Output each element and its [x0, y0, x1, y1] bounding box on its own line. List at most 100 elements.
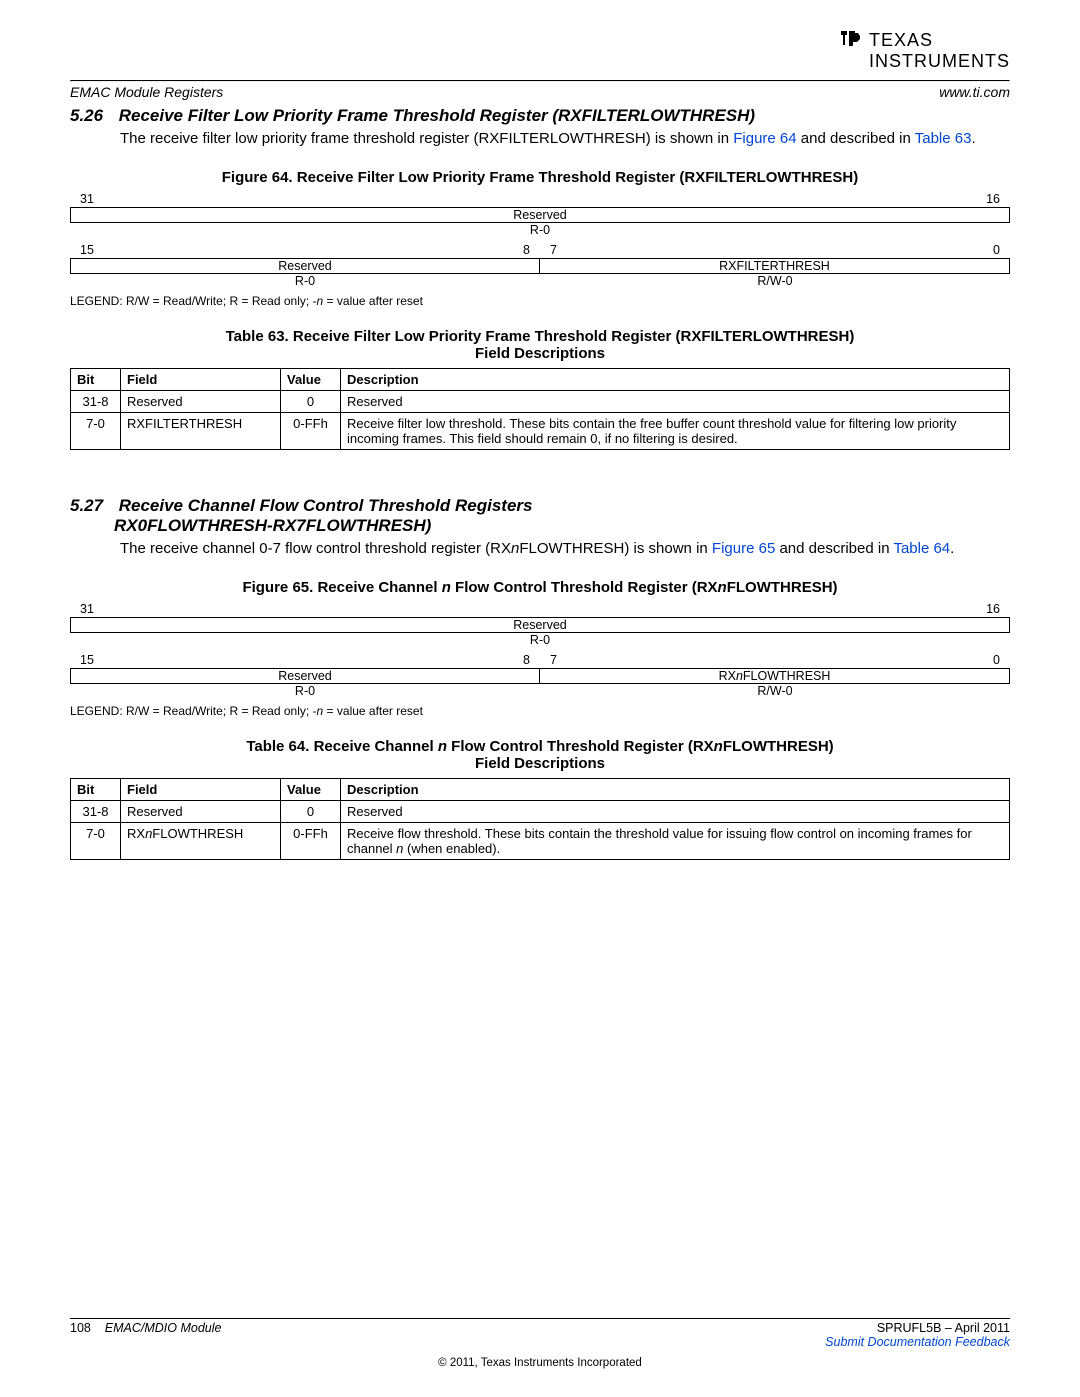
- td-field: Reserved: [121, 390, 281, 412]
- text: Figure 65. Receive Channel: [242, 579, 441, 596]
- text: n: [438, 738, 447, 755]
- td-value: 0-FFh: [281, 822, 341, 859]
- text: Table 63. Receive Filter Low Priority Fr…: [226, 328, 855, 345]
- module-name: EMAC/MDIO Module: [105, 1321, 222, 1335]
- td-desc: Receive filter low threshold. These bits…: [341, 412, 1010, 449]
- th-value: Value: [281, 778, 341, 800]
- th-field: Field: [121, 778, 281, 800]
- access-r0-2: R-0: [70, 274, 540, 288]
- section-title-a: Receive Channel Flow Control Threshold R…: [119, 496, 533, 515]
- logo-block: TEXAS INSTRUMENTS: [70, 28, 1010, 72]
- access-rw0: R/W-0: [540, 274, 1010, 288]
- section-5-26-heading: 5.26 Receive Filter Low Priority Frame T…: [70, 106, 1010, 126]
- bit-15: 15: [70, 243, 305, 257]
- text: LEGEND: R/W = Read/Write; R = Read only;…: [70, 704, 317, 718]
- text: Field Descriptions: [475, 345, 605, 362]
- text: n: [718, 579, 727, 596]
- table-64-caption: Table 64. Receive Channel n Flow Control…: [70, 738, 1010, 772]
- logo-top: TEXAS: [869, 30, 933, 50]
- td-bit: 31-8: [71, 800, 121, 822]
- access-r0: R-0: [70, 633, 1010, 647]
- text: Table 64. Receive Channel: [246, 738, 437, 755]
- reserved-31-16: Reserved: [70, 207, 1010, 223]
- td-value: 0-FFh: [281, 412, 341, 449]
- access-r0-2: R-0: [70, 684, 540, 698]
- text: n: [736, 669, 743, 683]
- table-64-link[interactable]: Table 64: [893, 540, 950, 557]
- bit-15: 15: [70, 653, 305, 667]
- text: n: [442, 579, 451, 596]
- figure-64-link[interactable]: Figure 64: [733, 130, 796, 147]
- text: FLOWTHRESH): [727, 579, 838, 596]
- th-value: Value: [281, 368, 341, 390]
- text: and described in: [775, 540, 893, 557]
- text: RX: [127, 826, 145, 841]
- text: Field Descriptions: [475, 755, 605, 772]
- rxnflowthresh-field: RXnFLOWTHRESH: [540, 668, 1010, 684]
- section-5-27-heading: 5.27 Receive Channel Flow Control Thresh…: [70, 496, 1010, 536]
- th-bit: Bit: [71, 778, 121, 800]
- figure-65-legend: LEGEND: R/W = Read/Write; R = Read only;…: [70, 704, 1010, 718]
- header-left: EMAC Module Registers: [70, 84, 223, 100]
- figure-64-register: 31 16 Reserved R-0 15 8 7 0 Reserved RXF…: [70, 192, 1010, 288]
- figure-64-caption: Figure 64. Receive Filter Low Priority F…: [70, 169, 1010, 186]
- table-63: Bit Field Value Description 31-8 Reserve…: [70, 368, 1010, 450]
- figure-65-link[interactable]: Figure 65: [712, 540, 775, 557]
- text: Flow Control Threshold Register (RX: [447, 738, 714, 755]
- td-desc: Reserved: [341, 390, 1010, 412]
- text: LEGEND: R/W = Read/Write; R = Read only;…: [70, 294, 317, 308]
- section-title-b: RX0FLOWTHRESH-RX7FLOWTHRESH): [114, 516, 431, 536]
- bit-31: 31: [70, 602, 540, 616]
- figure-64-legend: LEGEND: R/W = Read/Write; R = Read only;…: [70, 294, 1010, 308]
- reserved-15-8: Reserved: [70, 668, 540, 684]
- text: (when enabled).: [403, 841, 500, 856]
- page-footer: 108 EMAC/MDIO Module SPRUFL5B – April 20…: [70, 1318, 1010, 1369]
- bit-16: 16: [540, 192, 1010, 206]
- text: FLOWTHRESH: [152, 826, 243, 841]
- section-5-26-body: The receive filter low priority frame th…: [120, 130, 1010, 149]
- section-number: 5.27: [70, 496, 114, 516]
- text: = value after reset: [323, 294, 423, 308]
- text: The receive channel 0-7 flow control thr…: [120, 540, 511, 557]
- td-field: Reserved: [121, 800, 281, 822]
- text: and described in: [797, 130, 915, 147]
- table-63-link[interactable]: Table 63: [915, 130, 972, 147]
- feedback-link[interactable]: Submit Documentation Feedback: [825, 1335, 1010, 1349]
- section-title: Receive Filter Low Priority Frame Thresh…: [119, 106, 755, 125]
- bit-8: 8: [305, 243, 540, 257]
- bit-8: 8: [305, 653, 540, 667]
- access-rw0: R/W-0: [540, 684, 1010, 698]
- table-63-caption: Table 63. Receive Filter Low Priority Fr…: [70, 328, 1010, 362]
- table-row: 7-0 RXnFLOWTHRESH 0-FFh Receive flow thr…: [71, 822, 1010, 859]
- table-header-row: Bit Field Value Description: [71, 778, 1010, 800]
- table-row: 31-8 Reserved 0 Reserved: [71, 390, 1010, 412]
- bit-0: 0: [775, 653, 1010, 667]
- table-row: 7-0 RXFILTERTHRESH 0-FFh Receive filter …: [71, 412, 1010, 449]
- text: .: [971, 130, 975, 147]
- page-number: 108: [70, 1321, 91, 1335]
- td-value: 0: [281, 800, 341, 822]
- td-desc: Reserved: [341, 800, 1010, 822]
- th-field: Field: [121, 368, 281, 390]
- text: RX: [719, 669, 736, 683]
- figure-65-caption: Figure 65. Receive Channel n Flow Contro…: [70, 579, 1010, 596]
- bit-7: 7: [540, 243, 775, 257]
- td-bit: 7-0: [71, 412, 121, 449]
- table-header-row: Bit Field Value Description: [71, 368, 1010, 390]
- logo-bot: INSTRUMENTS: [869, 51, 1010, 71]
- section-5-27-body: The receive channel 0-7 flow control thr…: [120, 540, 1010, 559]
- reserved-31-16: Reserved: [70, 617, 1010, 633]
- ti-logo-icon: [839, 28, 865, 50]
- td-desc: Receive flow threshold. These bits conta…: [341, 822, 1010, 859]
- bit-31: 31: [70, 192, 540, 206]
- bit-0: 0: [775, 243, 1010, 257]
- access-r0: R-0: [70, 223, 1010, 237]
- td-bit: 7-0: [71, 822, 121, 859]
- text: FLOWTHRESH: [743, 669, 831, 683]
- text: = value after reset: [323, 704, 423, 718]
- bit-7: 7: [540, 653, 775, 667]
- table-row: 31-8 Reserved 0 Reserved: [71, 800, 1010, 822]
- reserved-15-8: Reserved: [70, 258, 540, 274]
- rxfilterthresh-field: RXFILTERTHRESH: [540, 258, 1010, 274]
- text: n: [714, 738, 723, 755]
